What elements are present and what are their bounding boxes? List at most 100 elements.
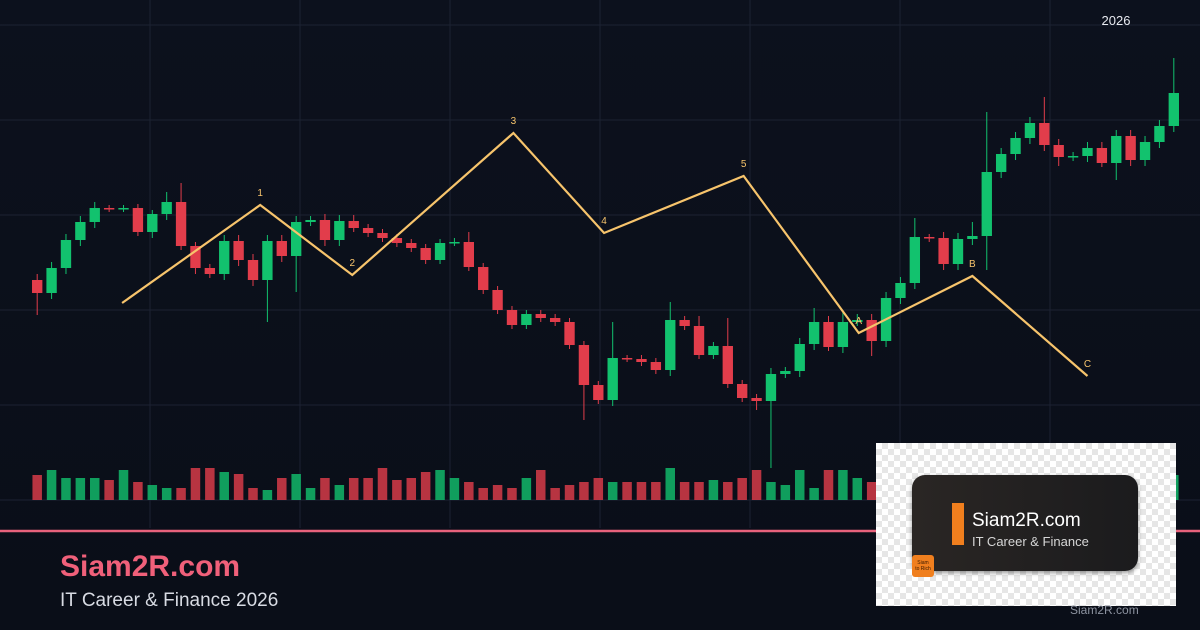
candle-body (348, 221, 359, 228)
candle-body (636, 359, 647, 362)
candle-body (132, 208, 144, 232)
candle-body (895, 283, 906, 298)
candle-body (521, 314, 532, 325)
volume-bar (536, 470, 546, 500)
volume-bar (435, 470, 445, 500)
candle-body (593, 385, 604, 400)
logo-tagline: IT Career & Finance (972, 534, 1089, 549)
wave-label: 3 (511, 116, 517, 127)
candle-body (1024, 123, 1036, 138)
candle-body (722, 346, 733, 384)
volume-bar (593, 478, 604, 500)
candle-body (938, 238, 949, 264)
candle-body (852, 320, 863, 322)
volume-bar (392, 480, 402, 500)
candle-body (1053, 145, 1064, 157)
candle-body (46, 268, 57, 293)
candle-body (420, 248, 431, 260)
logo-card: Siam2R.com IT Career & Finance (912, 475, 1138, 571)
volume-bar (248, 488, 258, 500)
volume-bar (363, 478, 373, 500)
volume-bar (579, 482, 589, 500)
volume-bar (492, 485, 503, 500)
volume-bar (838, 470, 848, 500)
volume-bar (219, 472, 229, 500)
candle-body (578, 345, 590, 385)
volume-bar (708, 480, 719, 500)
candle-body (492, 290, 503, 310)
volume-bar (277, 478, 287, 500)
volume-bar (377, 468, 388, 500)
wave-label: C (1084, 359, 1091, 370)
volume-bar (464, 482, 474, 500)
wave-label: A (855, 316, 862, 327)
candle-body (434, 243, 446, 260)
wave-label: 5 (741, 159, 747, 170)
logo-box: Siam2R.com IT Career & Finance Siam to R… (876, 443, 1176, 606)
volume-bar (679, 482, 690, 500)
candle-body (334, 221, 345, 240)
year-label: 2026 (1102, 13, 1131, 28)
candle-body (650, 362, 662, 370)
volume-bar (320, 478, 330, 500)
candle-body (737, 384, 748, 398)
candle-body (449, 242, 460, 244)
volume-bar (32, 475, 42, 500)
candle-body (549, 318, 561, 322)
candle-body (1039, 123, 1050, 145)
candle-body (780, 371, 791, 374)
candle-body (506, 310, 518, 325)
candle-body (319, 220, 331, 240)
candle-body (679, 320, 690, 326)
wave-label: B (969, 259, 976, 270)
candle-body (924, 237, 935, 239)
volume-bar (665, 468, 675, 500)
candle-body (995, 154, 1007, 172)
volume-bar (866, 482, 877, 500)
wave-label: 2 (349, 258, 355, 269)
candle-body (406, 243, 417, 248)
candle-body (952, 239, 964, 264)
volume-bar (406, 478, 417, 500)
volume-bar (823, 470, 834, 500)
candle-body (1139, 142, 1151, 160)
volume-bar (161, 488, 172, 500)
volume-bar (694, 482, 704, 500)
volume-bar (607, 482, 618, 500)
candle-body (607, 358, 618, 400)
candle-body (1111, 136, 1122, 163)
candle-body (247, 260, 259, 280)
candle-body (808, 322, 820, 344)
candle-body (909, 237, 921, 283)
volume-bar (262, 490, 273, 500)
volume-bar (521, 478, 532, 500)
candle-body (118, 208, 129, 210)
volume-bar (751, 470, 762, 500)
volume-bar (507, 488, 517, 500)
candle-body (478, 267, 489, 290)
candle-body (276, 241, 287, 256)
candle-body (175, 202, 187, 246)
volume-bar (147, 485, 158, 500)
volume-bar (61, 478, 71, 500)
candle-body (290, 222, 302, 256)
volume-bar (780, 485, 791, 500)
volume-bar (205, 468, 215, 500)
candle-body (362, 228, 374, 233)
candle-body (262, 241, 273, 280)
volume-bar (852, 478, 863, 500)
candle-body (837, 322, 849, 347)
volume-bar (133, 482, 143, 500)
candle-body (75, 222, 86, 240)
volume-bar (622, 482, 632, 500)
candle-body (1154, 126, 1165, 142)
candle-body (823, 322, 834, 347)
wave-label: 4 (601, 216, 607, 227)
candle-body (693, 326, 705, 355)
volume-bar (737, 478, 747, 500)
volume-bar (449, 478, 460, 500)
volume-bar (636, 482, 647, 500)
volume-bar (766, 482, 776, 500)
candle-body (535, 314, 546, 318)
candle-body (161, 202, 172, 214)
